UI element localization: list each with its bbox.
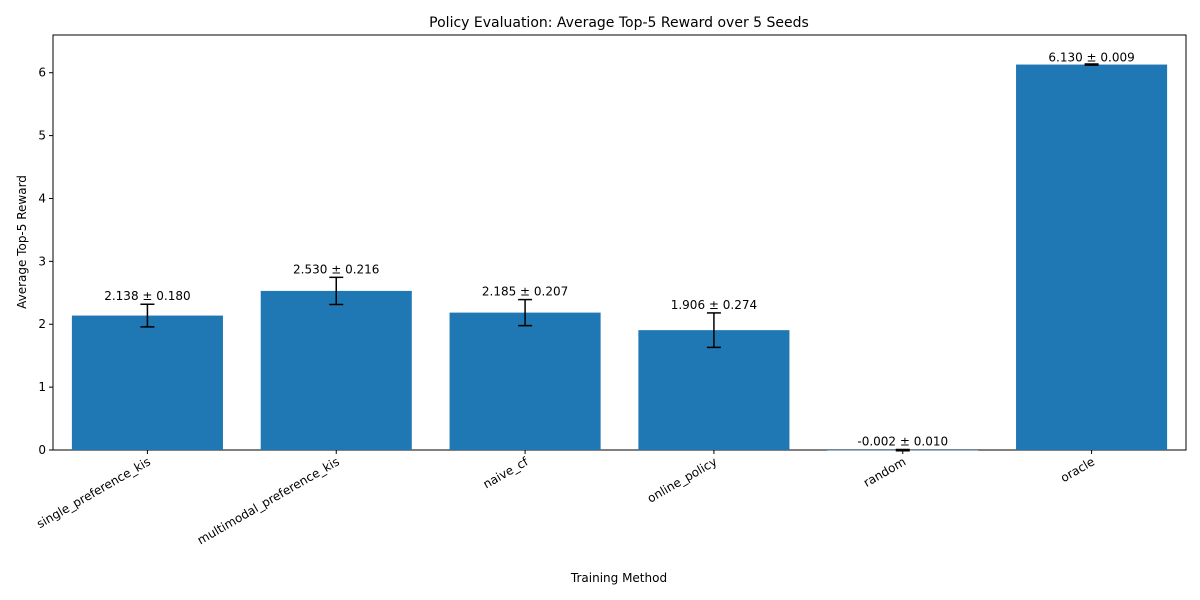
- data-label: 2.185 ± 0.207: [482, 285, 568, 299]
- x-tick-label: oracle: [1058, 454, 1097, 485]
- y-tick-label: 3: [38, 254, 46, 268]
- y-tick-label: 0: [38, 443, 46, 457]
- x-tick-label: random: [861, 454, 908, 489]
- axes-frame: [52, 34, 1187, 451]
- y-axis-title: Average Top-5 Reward: [15, 175, 29, 309]
- bar: [638, 330, 790, 450]
- bar: [449, 312, 601, 450]
- y-tick-label: 2: [38, 317, 46, 331]
- data-label: 1.906 ± 0.274: [671, 298, 757, 312]
- x-tick-label: naive_cf: [481, 454, 532, 491]
- chart-title: Policy Evaluation: Average Top-5 Reward …: [429, 15, 809, 31]
- y-tick-label: 5: [38, 129, 46, 143]
- data-label: 6.130 ± 0.009: [1048, 51, 1134, 65]
- y-tick-label: 4: [38, 191, 46, 205]
- bar: [260, 290, 412, 450]
- data-label: 2.530 ± 0.216: [293, 262, 379, 276]
- x-tick-label: single_preference_kis: [34, 454, 153, 531]
- plot-area: 0 1 2 3 4 5 6 2.138 ± 0.180 single_preference_ki…: [34, 34, 1187, 547]
- bar: [1016, 64, 1168, 450]
- bar: [71, 315, 223, 450]
- y-tick-label: 6: [38, 66, 46, 80]
- y-tick-label: 1: [38, 380, 46, 394]
- data-label: -0.002 ± 0.010: [857, 434, 948, 448]
- data-label: 2.138 ± 0.180: [104, 289, 190, 303]
- x-tick-label: multimodal_preference_kis: [195, 454, 342, 547]
- x-axis-title: Training Method: [570, 571, 667, 585]
- x-tick-label: online_policy: [645, 454, 719, 505]
